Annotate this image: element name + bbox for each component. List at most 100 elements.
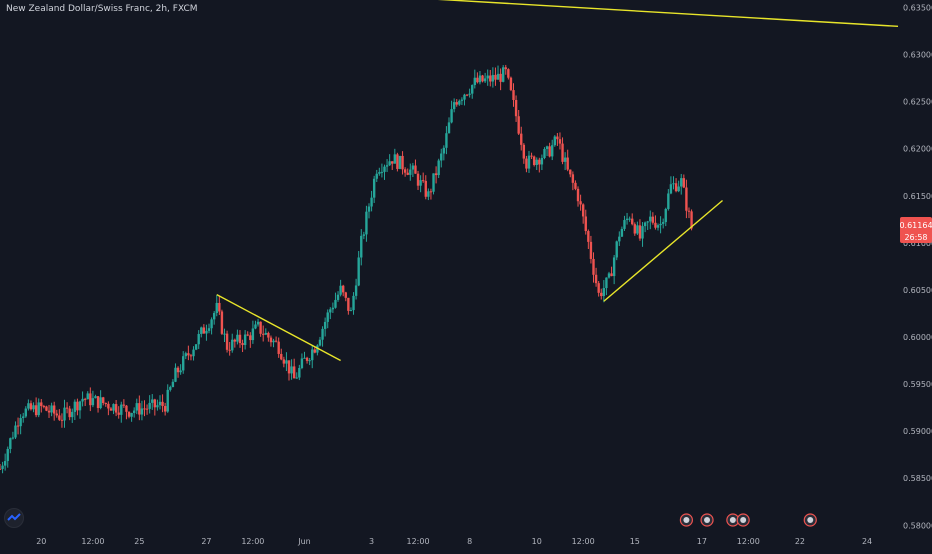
candle <box>551 139 554 161</box>
candle <box>259 321 262 337</box>
candle <box>24 406 28 418</box>
time-tick-label: 10 <box>532 537 542 546</box>
candle <box>32 402 35 413</box>
chart-title: New Zealand Dollar/Swiss Franc, 2h, FXCM <box>6 4 198 14</box>
candle <box>481 74 484 83</box>
candle <box>553 135 556 147</box>
candle <box>331 302 335 313</box>
candle <box>329 307 332 320</box>
candle <box>336 291 340 302</box>
candle <box>594 267 598 287</box>
time-axis[interactable]: 20 12:00 25 27 12:00 Jun 3 12:00 8 10 12:00 15 17 12:… <box>36 537 872 546</box>
time-tick-label: 27 <box>201 537 211 546</box>
candle <box>287 360 291 381</box>
candle <box>9 437 12 454</box>
time-tick-label: 17 <box>697 537 707 546</box>
price-tick-label: 0.63500 <box>903 4 932 13</box>
candle <box>458 99 461 106</box>
candle <box>246 331 249 337</box>
candle <box>81 391 84 407</box>
candle <box>615 240 618 261</box>
candle <box>78 400 82 419</box>
candle <box>414 159 417 174</box>
candle <box>218 296 221 315</box>
trendline-support[interactable] <box>603 199 723 302</box>
candle <box>372 175 376 203</box>
candle <box>308 357 311 366</box>
candle <box>460 97 464 105</box>
candle <box>574 180 577 191</box>
candle <box>625 212 629 225</box>
candle <box>589 235 593 264</box>
candle <box>685 179 688 219</box>
candle <box>158 395 162 410</box>
candle <box>326 309 329 329</box>
time-tick-label: 8 <box>467 537 472 546</box>
candle <box>16 417 20 435</box>
candle <box>416 170 420 190</box>
candle <box>225 330 229 353</box>
candle <box>571 171 575 191</box>
candles-layer <box>0 64 693 474</box>
candle <box>171 379 175 388</box>
candle <box>29 400 33 411</box>
candle <box>0 464 2 470</box>
candle <box>207 323 211 334</box>
candle <box>563 152 567 171</box>
time-tick-label: 15 <box>630 537 640 546</box>
tradingview-logo-icon[interactable] <box>4 508 24 528</box>
candle <box>60 413 64 428</box>
event-marker-2[interactable] <box>700 513 714 527</box>
candle <box>303 351 306 359</box>
candle <box>651 212 655 225</box>
candle <box>597 281 600 297</box>
candle <box>525 155 528 173</box>
candle <box>623 215 626 231</box>
candle <box>378 167 381 176</box>
candle <box>189 353 193 361</box>
candle <box>316 344 319 356</box>
candle <box>272 338 275 348</box>
candle <box>6 446 9 468</box>
candle <box>411 162 415 178</box>
candle <box>280 348 283 361</box>
candle <box>636 221 639 236</box>
candle <box>107 401 110 416</box>
candle <box>499 68 502 91</box>
event-marker-1[interactable] <box>679 513 694 527</box>
time-tick-label: 25 <box>134 537 144 546</box>
candle <box>318 336 322 347</box>
candle <box>323 317 327 337</box>
event-marker-5[interactable] <box>803 513 817 527</box>
candle <box>292 358 296 379</box>
candle <box>313 346 317 354</box>
candle <box>672 176 675 190</box>
candle <box>442 145 446 161</box>
candle <box>11 431 15 440</box>
trendline-upper-resistance[interactable] <box>434 0 899 28</box>
trendline-wedge-top[interactable] <box>216 294 341 362</box>
candle <box>161 394 164 413</box>
candle <box>587 229 590 249</box>
candle <box>277 337 280 358</box>
candle <box>600 288 603 300</box>
candle <box>223 328 226 343</box>
candle <box>452 98 456 113</box>
candle <box>238 330 242 348</box>
candle <box>612 254 616 285</box>
candle <box>176 366 180 378</box>
candle <box>643 221 647 233</box>
candle <box>514 95 518 122</box>
candle <box>354 278 358 300</box>
event-marker-4[interactable] <box>736 513 750 527</box>
candle <box>102 396 105 406</box>
candle <box>342 284 345 297</box>
candle <box>151 394 154 410</box>
candle <box>169 385 172 392</box>
candle <box>215 294 218 317</box>
